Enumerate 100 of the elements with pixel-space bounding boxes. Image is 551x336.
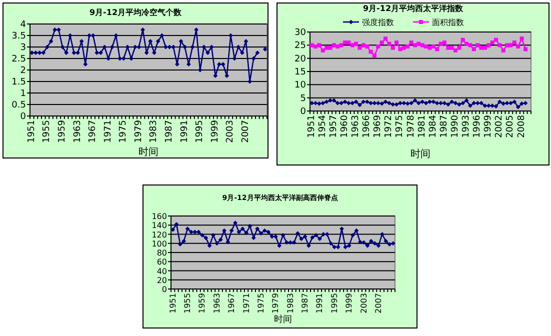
point	[438, 100, 443, 106]
point	[416, 42, 421, 46]
point	[320, 100, 326, 106]
point	[390, 46, 395, 50]
x-tick-label: 2003	[226, 120, 236, 143]
point	[450, 46, 454, 50]
chart-title: 9月-12月平均冷空气个数	[89, 7, 183, 17]
point	[398, 47, 402, 52]
point	[372, 100, 377, 106]
point	[508, 43, 513, 48]
x-tick-label: 2005	[506, 115, 516, 138]
point	[450, 100, 454, 104]
x-tick-label: 1995	[195, 120, 206, 143]
y-tick-label: 120	[152, 230, 167, 240]
x-tick-label: 1991	[180, 120, 190, 143]
point	[424, 44, 428, 48]
point	[350, 43, 354, 48]
point	[431, 44, 436, 48]
y-tick-label: 0	[162, 285, 167, 294]
x-tick-label: 1987	[439, 115, 450, 138]
point	[464, 42, 469, 46]
x-tick-label: 1951	[306, 115, 317, 138]
point	[428, 100, 432, 104]
chart-title: 9月-12月平均西太平洋指数	[362, 4, 464, 13]
point	[310, 43, 314, 48]
point	[339, 43, 344, 48]
point	[368, 50, 373, 54]
x-tick-label: 1972	[384, 115, 394, 138]
point	[479, 100, 484, 106]
point	[332, 98, 336, 103]
y-tick-label: 3	[20, 43, 26, 53]
point	[516, 44, 520, 48]
point	[520, 101, 524, 106]
x-axis-title: 时间	[138, 146, 158, 158]
y-tick-label: 140	[152, 221, 167, 230]
point	[376, 44, 380, 48]
point	[350, 100, 355, 106]
x-tick-label: 1963	[351, 115, 362, 138]
point	[453, 100, 458, 106]
point	[512, 40, 516, 45]
point	[416, 100, 421, 106]
point	[456, 102, 462, 107]
point	[317, 43, 322, 48]
point	[339, 100, 344, 106]
point	[446, 102, 450, 107]
point	[314, 44, 318, 48]
point	[398, 100, 402, 106]
point	[380, 101, 384, 106]
x-tick-label: 1960	[340, 114, 350, 138]
point	[482, 46, 487, 50]
point	[457, 46, 462, 50]
x-tick-label: 1981	[417, 115, 428, 138]
x-tick-label: 1979	[134, 120, 144, 143]
point	[402, 100, 406, 106]
x-tick-label: 1967	[88, 120, 98, 143]
point	[328, 46, 332, 50]
y-tick-label: 3.5	[12, 32, 26, 42]
x-tick-label: 1954	[318, 114, 328, 138]
point	[313, 100, 318, 106]
point	[335, 100, 340, 106]
point	[468, 43, 472, 48]
point	[476, 43, 480, 48]
x-tick-label: 1979	[271, 293, 280, 314]
x-tick-label: 1995	[330, 293, 339, 314]
point	[354, 100, 358, 104]
legend-label: 强度指数	[362, 18, 394, 27]
point	[508, 100, 513, 106]
point	[412, 43, 417, 48]
point	[468, 104, 472, 108]
point	[482, 104, 488, 108]
point	[490, 40, 494, 45]
x-tick-label: 1975	[395, 115, 406, 138]
x-tick-label: 1955	[183, 293, 192, 314]
point	[361, 100, 366, 104]
y-tick-label: 100	[152, 239, 167, 248]
x-tick-label: 1975	[256, 293, 266, 314]
y-tick-label: 20	[156, 276, 167, 285]
y-tick-label: 30	[294, 28, 306, 38]
x-tick-label: 1959	[198, 293, 207, 314]
point	[472, 47, 476, 52]
y-tick-label: 2.5	[12, 54, 26, 64]
y-tick-label: 40	[156, 266, 167, 276]
point	[420, 100, 425, 104]
point	[486, 104, 491, 108]
y-tick-label: 80	[156, 248, 167, 258]
x-tick-label: 1966	[362, 114, 372, 138]
x-tick-label: 2007	[374, 293, 383, 314]
point	[523, 100, 528, 106]
point	[346, 40, 351, 45]
x-tick-label: 1963	[212, 293, 222, 314]
point	[324, 46, 329, 50]
x-tick-label: 2008	[516, 114, 527, 138]
point	[442, 100, 447, 106]
y-tick-label: 60	[156, 258, 167, 267]
x-axis-title: 时间	[410, 148, 430, 160]
point	[402, 46, 406, 50]
point	[442, 40, 446, 45]
y-tick-label: 160	[152, 212, 167, 221]
point	[512, 100, 517, 104]
point	[320, 48, 325, 52]
